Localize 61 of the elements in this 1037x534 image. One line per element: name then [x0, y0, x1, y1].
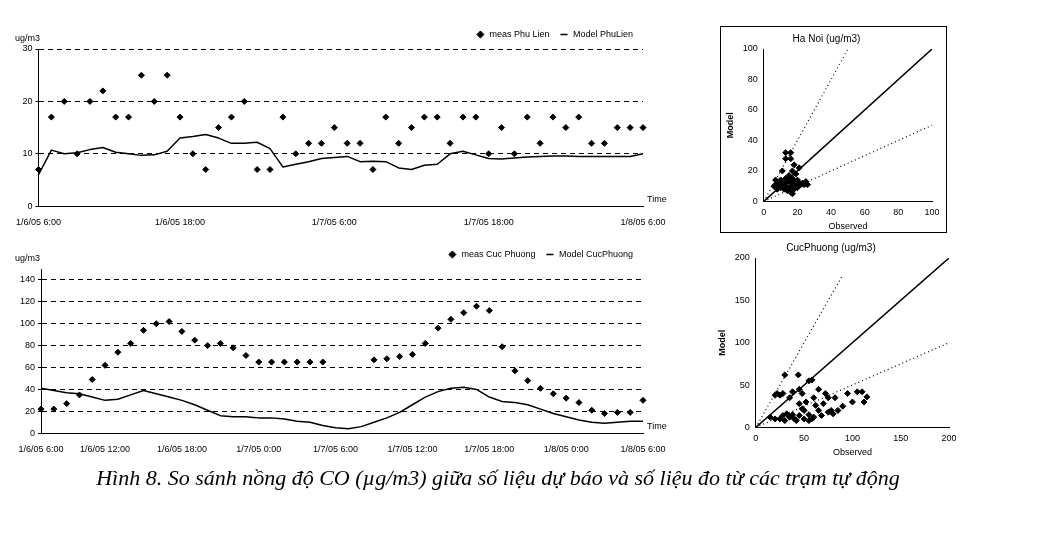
- legend-label: meas Phu Lien: [489, 28, 550, 39]
- x-tick-label: 1/6/05 18:00: [156, 444, 207, 455]
- x-tick-label: 20: [792, 207, 803, 218]
- y-tick-label: 60: [747, 104, 758, 115]
- x-tick-label: 1/7/05 6:00: [313, 444, 359, 455]
- x-tick-label: 1/6/05 6:00: [18, 444, 64, 455]
- x-tick-label: 1/7/05 6:00: [311, 217, 357, 228]
- x-tick-label: 80: [893, 207, 904, 218]
- y-axis-title: Model: [716, 329, 727, 356]
- legend-label: Model PhuLien: [572, 28, 633, 39]
- y-axis-title: Model: [724, 112, 735, 139]
- y-tick-label: 20: [22, 95, 33, 106]
- y-tick-label: 80: [25, 340, 36, 351]
- x-axis-title: Observed: [832, 447, 872, 458]
- x-axis-title: Observed: [828, 221, 868, 232]
- y-tick-label: 0: [27, 200, 33, 211]
- y-tick-label: 30: [22, 43, 33, 54]
- chart-title: CucPhuong (ug/m3): [786, 241, 876, 253]
- x-tick-label: 150: [893, 433, 909, 444]
- y-tick-label: 20: [747, 165, 758, 176]
- y-tick-label: 100: [19, 318, 36, 329]
- y-tick-label: 150: [734, 294, 750, 305]
- x-tick-label: 60: [859, 207, 870, 218]
- x-tick-label: 1/7/05 18:00: [463, 217, 514, 228]
- x-tick-label: 1/7/05 12:00: [387, 444, 438, 455]
- y-axis-title: ug/m3: [15, 32, 41, 43]
- x-tick-label: 40: [826, 207, 837, 218]
- legend-label: Model CucPhuong: [558, 248, 634, 259]
- x-axis-title: Time: [647, 194, 667, 205]
- y-tick-label: 40: [747, 134, 758, 145]
- y-tick-label: 200: [734, 252, 750, 263]
- x-tick-label: 100: [844, 433, 860, 444]
- x-tick-label: 50: [799, 433, 810, 444]
- x-tick-label: 200: [941, 433, 957, 444]
- y-tick-label: 0: [744, 421, 750, 432]
- x-axis-title: Time: [647, 421, 667, 432]
- text: Hình 8. So sánh nồng độ CO (µg/m3) giữa số liệu dự báo và số liệu đo từ các trạm tự động: [95, 464, 901, 492]
- x-tick-label: 1/6/05 18:00: [154, 217, 206, 228]
- x-tick-label: 1/6/05 6:00: [16, 217, 62, 228]
- y-tick-label: 20: [25, 405, 36, 416]
- legend-label: meas Cuc Phuong: [461, 248, 536, 259]
- y-axis-title: ug/m3: [15, 252, 41, 263]
- y-tick-label: 100: [742, 43, 758, 54]
- x-tick-label: 1/7/05 18:00: [464, 444, 515, 455]
- x-tick-label: 100: [924, 207, 940, 218]
- y-tick-label: 10: [22, 148, 33, 159]
- y-tick-label: 0: [752, 195, 758, 206]
- y-tick-label: 60: [25, 362, 36, 372]
- x-tick-label: 1/7/05 0:00: [236, 444, 282, 455]
- y-tick-label: 40: [25, 383, 36, 394]
- x-tick-label: 1/8/05 0:00: [543, 444, 589, 455]
- y-tick-label: 120: [19, 296, 36, 307]
- x-tick-label: 1/8/05 6:00: [620, 217, 666, 228]
- chart-title: Ha Noi (ug/m3): [792, 32, 861, 44]
- y-tick-label: 80: [747, 73, 758, 84]
- x-tick-label: 1/8/05 6:00: [620, 444, 666, 455]
- x-tick-label: 0: [761, 207, 767, 218]
- x-tick-label: 1/6/05 12:00: [80, 444, 131, 455]
- y-tick-label: 140: [19, 274, 36, 285]
- y-tick-label: 50: [739, 379, 750, 390]
- y-tick-label: 100: [734, 337, 750, 348]
